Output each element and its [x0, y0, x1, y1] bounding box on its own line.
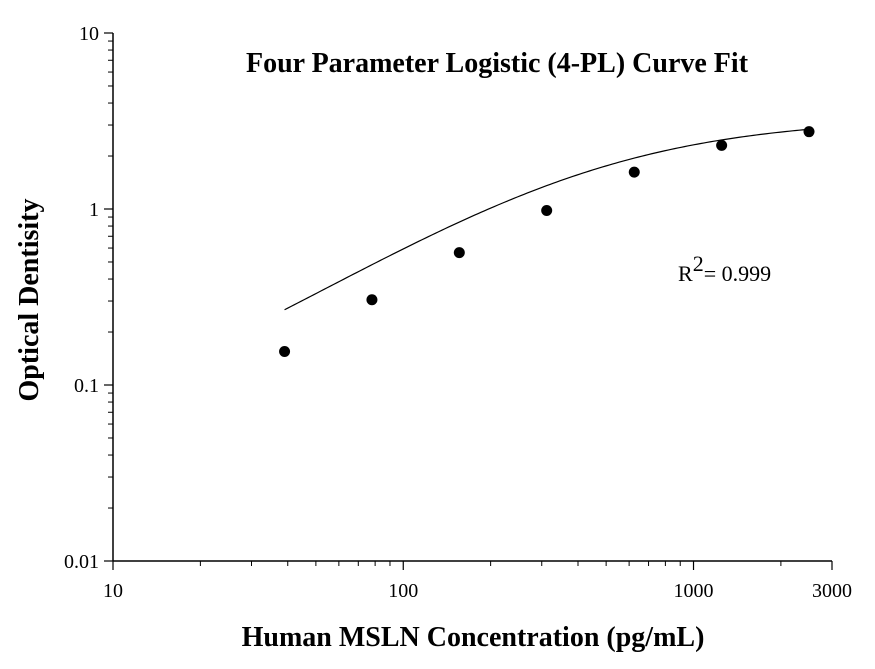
data-point: [366, 294, 378, 306]
data-point: [453, 247, 465, 259]
y-axis-label: Optical Dentisity: [14, 199, 45, 402]
r-squared-value: = 0.999: [704, 261, 771, 286]
r-squared-base: R: [678, 261, 693, 286]
y-tick-label: 1: [89, 199, 99, 221]
x-axis-label: Human MSLN Concentration (pg/mL): [242, 622, 705, 653]
x-tick-label: 1000: [674, 580, 714, 602]
data-point: [628, 166, 640, 178]
r-squared-superscript: 2: [693, 251, 704, 276]
data-points-layer: [279, 126, 815, 358]
axes-layer: 10 100 1000 3000 0.01 0.1 1 10: [64, 23, 852, 602]
y-tick-label: 10: [79, 23, 99, 45]
x-tick-label: 3000: [812, 580, 852, 602]
data-point: [803, 126, 815, 138]
y-tick-label: 0.01: [64, 551, 99, 573]
chart-title: Four Parameter Logistic (4-PL) Curve Fit: [246, 48, 749, 79]
x-tick-label: 100: [388, 580, 418, 602]
x-tick-label: 10: [103, 580, 123, 602]
y-tick-label: 0.1: [74, 375, 99, 397]
r-squared-annotation: R2= 0.999: [678, 251, 771, 286]
data-point: [541, 205, 553, 217]
data-point: [716, 139, 728, 151]
data-point: [279, 346, 291, 358]
